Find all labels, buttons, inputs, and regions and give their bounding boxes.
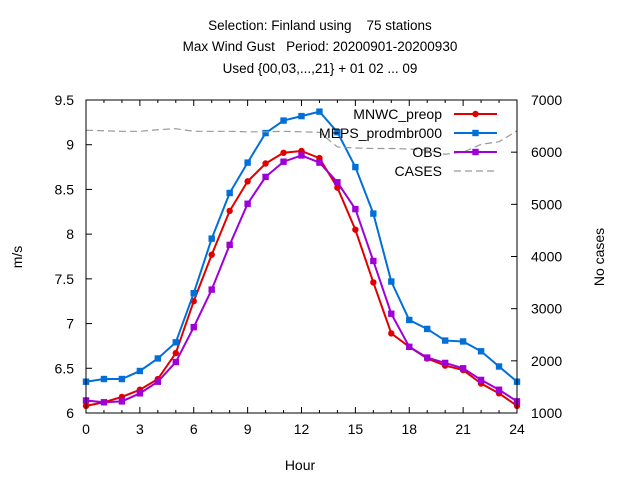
y-tick-label: 8.5	[55, 181, 75, 197]
y-axis-label: m/s	[9, 246, 25, 269]
data-point-MEPS_prodmbr000	[495, 363, 503, 370]
data-point-MEPS_prodmbr000	[100, 375, 108, 383]
x-tick-label: 12	[294, 421, 310, 437]
data-point-MEPS_prodmbr000	[118, 375, 126, 383]
data-point-OBS	[190, 323, 197, 331]
data-point-MEPS_prodmbr000	[316, 108, 323, 115]
data-point-MEPS_prodmbr000	[334, 128, 341, 136]
y-tick-label: 9.5	[55, 92, 75, 108]
y-tick-label: 7.5	[55, 271, 75, 287]
data-point-OBS	[406, 343, 413, 351]
data-point-MEPS_prodmbr000	[226, 189, 233, 197]
chart-title-line-1: Selection: Finland using 75 stations	[208, 18, 432, 33]
data-point-OBS	[388, 310, 395, 317]
x-tick-label: 21	[455, 421, 471, 437]
data-point-MEPS_prodmbr000	[459, 338, 467, 345]
x-tick-label: 0	[82, 421, 90, 437]
data-point-MNWC_preop	[172, 349, 179, 357]
x-tick-label: 24	[509, 421, 525, 437]
legend-label: CASES	[395, 163, 442, 179]
y2-tick-label: 2000	[531, 353, 562, 369]
data-point-OBS	[424, 354, 431, 361]
y-tick-label: 6.5	[55, 360, 75, 376]
series-layer	[82, 108, 521, 410]
series-line-OBS	[85, 154, 518, 404]
data-point-MEPS_prodmbr000	[172, 339, 179, 346]
data-point-MEPS_prodmbr000	[424, 325, 431, 333]
legend-label: MNWC_preop	[353, 106, 442, 122]
data-point-MEPS_prodmbr000	[136, 367, 144, 375]
data-point-OBS	[244, 200, 251, 207]
y2-tick-label: 7000	[531, 92, 562, 108]
y2-tick-label: 5000	[531, 196, 562, 212]
data-point-OBS	[262, 173, 269, 181]
data-point-OBS	[136, 390, 144, 397]
data-point-MNWC_preop	[262, 160, 269, 167]
y2-tick-label: 3000	[531, 301, 562, 317]
y2-tick-label: 4000	[531, 249, 562, 265]
y2-tick-label: 6000	[531, 144, 562, 160]
data-point-OBS	[118, 398, 126, 405]
data-point-OBS	[208, 286, 215, 293]
legend-label: OBS	[412, 144, 442, 160]
data-point-OBS	[100, 399, 108, 406]
x-tick-label: 9	[244, 421, 252, 437]
y2-tick-label: 1000	[531, 405, 562, 421]
data-point-MEPS_prodmbr000	[477, 348, 485, 355]
legend-marker-MNWC_preop	[472, 110, 479, 118]
y-tick-label: 9	[66, 137, 74, 153]
data-point-MEPS_prodmbr000	[208, 235, 215, 242]
x-tick-label: 15	[348, 421, 364, 437]
chart-title-line-3: Used {00,03,...,21} + 01 02 ... 09	[222, 61, 418, 76]
data-point-MEPS_prodmbr000	[154, 355, 162, 362]
chart-title-line-2: Max Wind Gust Period: 20200901-20200930	[182, 39, 458, 54]
data-point-MNWC_preop	[388, 330, 395, 337]
data-point-OBS	[316, 159, 323, 166]
data-point-MNWC_preop	[244, 178, 251, 185]
data-point-MEPS_prodmbr000	[298, 112, 305, 120]
data-point-MEPS_prodmbr000	[406, 316, 413, 324]
chart-legend: MNWC_preop MEPS_prodmbr000 OBS CASES	[319, 106, 497, 179]
series-line-MNWC_preop	[85, 149, 518, 407]
data-point-OBS	[226, 241, 233, 249]
x-tick-label: 6	[190, 421, 198, 437]
data-point-OBS	[334, 179, 341, 186]
data-point-MNWC_preop	[280, 149, 287, 156]
legend-label: MEPS_prodmbr000	[319, 125, 442, 141]
y-tick-label: 8	[66, 226, 74, 242]
data-point-MEPS_prodmbr000	[370, 210, 377, 217]
y-tick-label: 7	[66, 316, 74, 332]
data-point-OBS	[154, 378, 162, 385]
data-point-MEPS_prodmbr000	[244, 159, 251, 166]
data-point-MEPS_prodmbr000	[388, 278, 395, 285]
data-point-OBS	[298, 152, 305, 159]
y2-axis-label: No cases	[591, 228, 607, 286]
axes-layer: 0 3 6 9 12 15 18 21 24 6 6.5 7 7.5 8 8.5 9 9.5 1000 2000 30…	[55, 92, 563, 437]
data-point-MNWC_preop	[370, 279, 377, 286]
data-point-OBS	[172, 358, 179, 366]
data-point-OBS	[459, 365, 467, 372]
data-point-MEPS_prodmbr000	[190, 289, 197, 297]
data-point-MNWC_preop	[208, 251, 215, 258]
data-point-OBS	[441, 359, 449, 367]
data-point-MEPS_prodmbr000	[262, 129, 269, 137]
legend-marker-OBS	[472, 148, 479, 156]
data-point-MEPS_prodmbr000	[441, 337, 449, 344]
data-point-OBS	[352, 205, 359, 213]
data-point-OBS	[495, 386, 503, 393]
y-tick-label: 6	[66, 405, 74, 421]
data-point-MNWC_preop	[352, 226, 359, 233]
legend-marker-MEPS_prodmbr000	[472, 129, 479, 137]
data-point-MNWC_preop	[226, 207, 233, 215]
data-point-MEPS_prodmbr000	[352, 163, 359, 171]
x-tick-label: 18	[401, 421, 417, 437]
data-point-MEPS_prodmbr000	[280, 117, 287, 124]
data-point-OBS	[280, 158, 287, 165]
data-point-OBS	[477, 376, 485, 384]
x-axis-label: Hour	[285, 457, 316, 473]
x-tick-label: 3	[136, 421, 144, 437]
data-point-OBS	[370, 257, 377, 265]
series-line-CASES	[85, 128, 518, 155]
